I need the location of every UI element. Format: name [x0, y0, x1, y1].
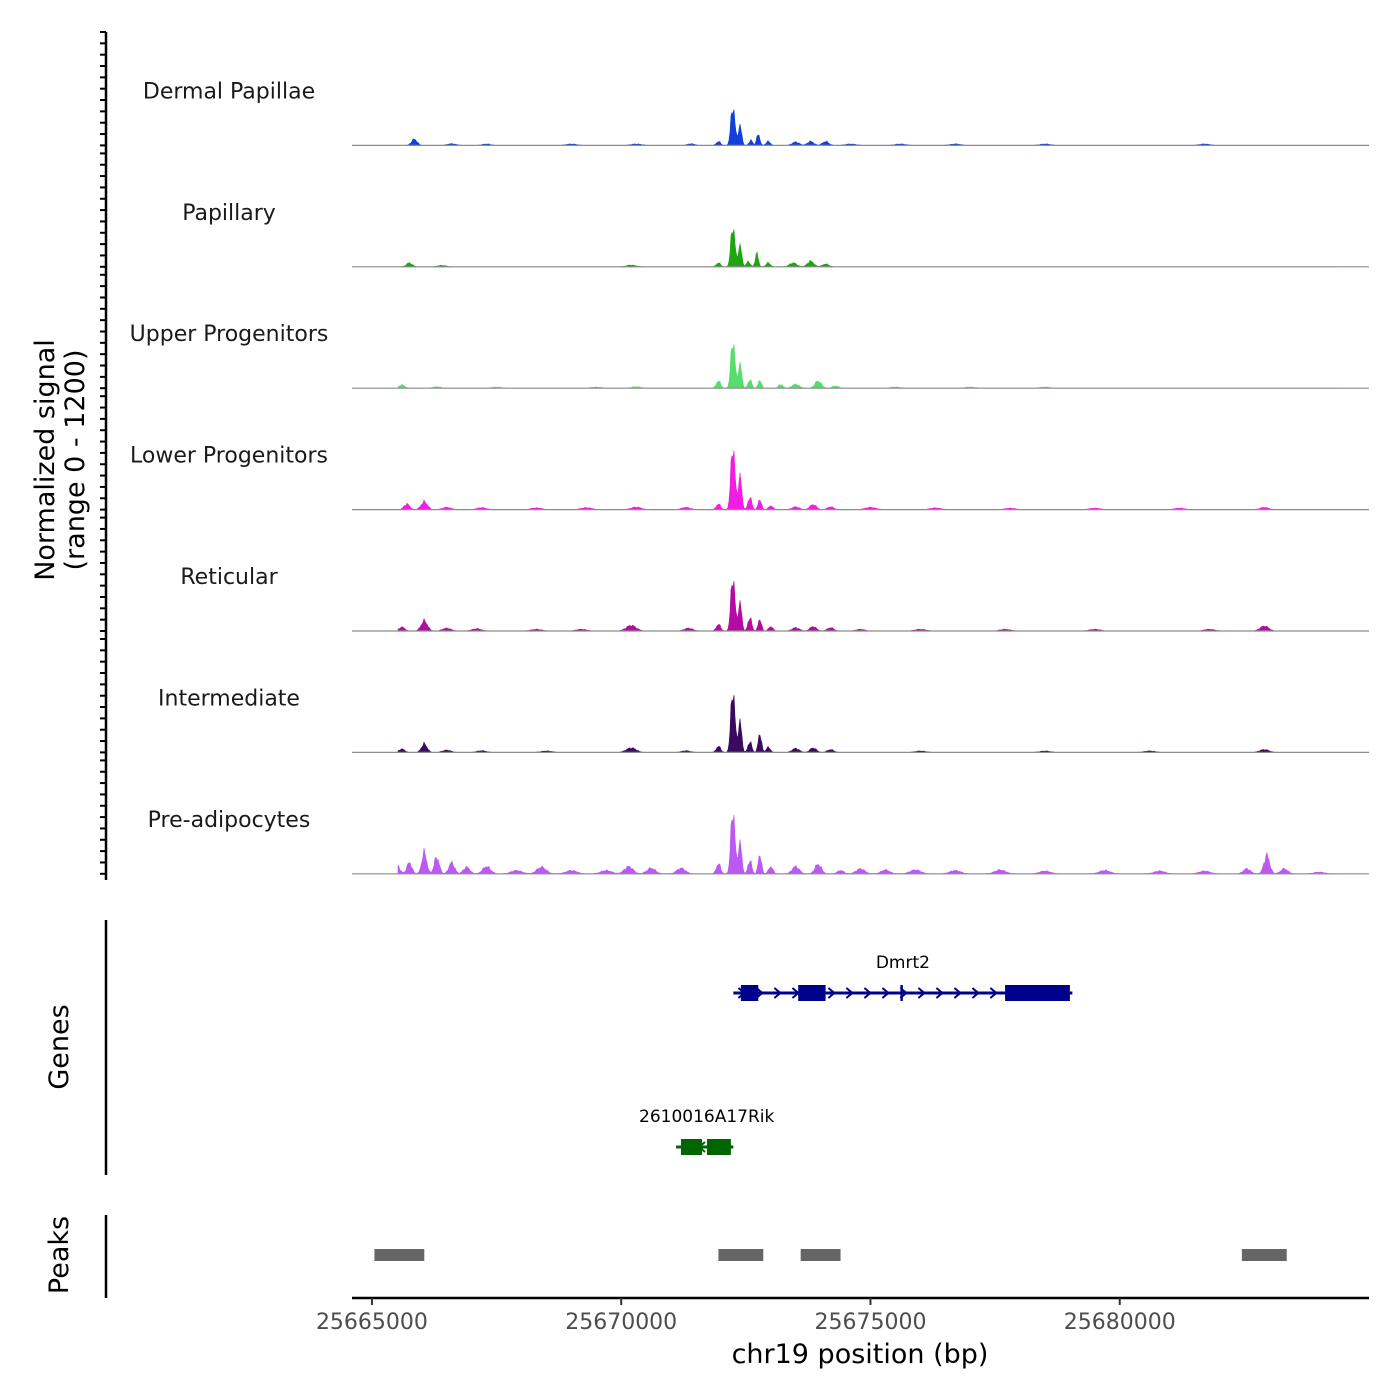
x-axis-title: chr19 position (bp): [732, 1339, 989, 1370]
gene-exon: [1005, 985, 1070, 1001]
gene-exon: [900, 985, 903, 1001]
track-dermal-papillae: Dermal Papillae: [143, 79, 1369, 146]
gene-exon: [740, 985, 759, 1001]
track-label: Pre-adipocytes: [148, 808, 311, 833]
track-label: Intermediate: [158, 686, 300, 711]
track-lower-progenitors: Lower Progenitors: [130, 444, 1369, 511]
genes-panel-title: Genes: [44, 1004, 75, 1089]
peak-region: [800, 1249, 841, 1261]
track-signal-area: [398, 229, 1340, 268]
strand-arrow: [989, 987, 998, 999]
peak-region: [718, 1249, 764, 1261]
strand-arrow: [953, 987, 962, 999]
gene-dmrt2: Dmrt2: [733, 953, 1073, 1001]
gene-exon: [706, 1139, 731, 1155]
y-axis-title-line1: Normalized signal: [30, 339, 61, 581]
peak-region: [1241, 1249, 1287, 1261]
track-signal-area: [397, 581, 1340, 632]
track-label: Lower Progenitors: [130, 444, 328, 469]
coverage-y-ticks: [100, 31, 106, 875]
track-signal-area: [397, 814, 1340, 875]
x-tick-label: 25670000: [565, 1310, 677, 1335]
gene-label: 2610016A17Rik: [639, 1107, 775, 1127]
peaks-panel-title: Peaks: [44, 1216, 75, 1294]
track-pre-adipocytes: Pre-adipocytes: [148, 808, 1369, 875]
gene-exon: [681, 1139, 702, 1155]
track-upper-progenitors: Upper Progenitors: [130, 322, 1369, 389]
peaks-panel: [374, 1249, 1287, 1261]
track-papillary: Papillary: [182, 201, 1369, 268]
gene-label: Dmrt2: [876, 953, 930, 973]
strand-arrow: [755, 987, 764, 999]
track-signal-area: [397, 694, 1340, 753]
x-axis-ticks: 25665000 25670000 25675000 25680000: [316, 1298, 1176, 1335]
peak-region: [374, 1249, 425, 1261]
strand-arrow: [881, 987, 890, 999]
strand-arrow: [971, 987, 980, 999]
track-label: Papillary: [182, 201, 276, 226]
track-signal-area: [398, 109, 1340, 146]
coverage-tracks: Dermal Papillae Papillary Upper Progenitor…: [130, 79, 1369, 875]
genes-panel: Dmrt2 2610016A17Rik: [639, 953, 1073, 1155]
x-tick-label: 25665000: [316, 1310, 428, 1335]
track-reticular: Reticular: [180, 565, 1369, 632]
strand-arrow: [917, 987, 926, 999]
x-tick-label: 25680000: [1064, 1310, 1176, 1335]
track-label: Dermal Papillae: [143, 79, 315, 104]
strand-arrow: [863, 987, 872, 999]
gene-2610016a17rik: 2610016A17Rik: [639, 1107, 775, 1155]
y-axis-title-line2: (range 0 - 1200): [60, 350, 91, 571]
y-axis-title: Normalized signal (range 0 - 1200): [30, 339, 91, 581]
track-intermediate: Intermediate: [158, 686, 1369, 754]
track-label: Upper Progenitors: [130, 322, 329, 347]
strand-arrow: [935, 987, 944, 999]
strand-arrow: [773, 987, 782, 999]
strand-arrow: [845, 987, 854, 999]
track-label: Reticular: [180, 565, 278, 590]
track-signal-area: [397, 344, 1340, 389]
x-tick-label: 25675000: [814, 1310, 926, 1335]
gene-exon: [798, 985, 826, 1001]
track-signal-area: [397, 450, 1340, 510]
strand-arrow: [827, 987, 836, 999]
